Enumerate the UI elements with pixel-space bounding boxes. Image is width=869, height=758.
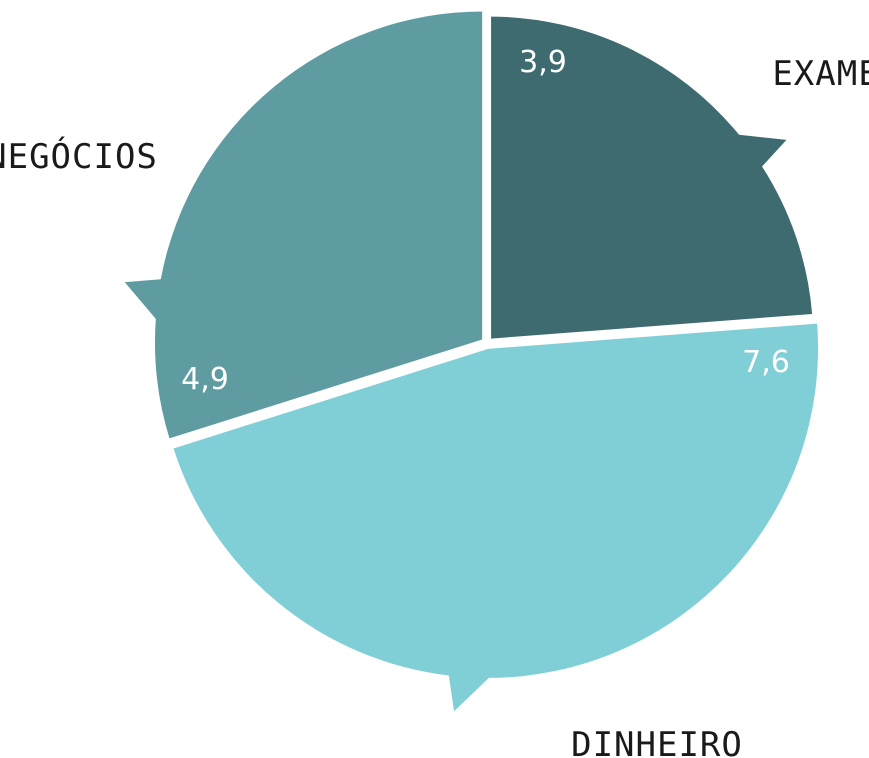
pie-slice-negocios [124,11,483,439]
pie-slices [124,11,819,712]
value-label-dinheiro: 7,6 [742,345,790,380]
category-labels: EXAME DINHEIRO NEGÓCIOS [0,54,869,758]
category-label-negocios: NEGÓCIOS [0,136,158,177]
pie-slice-exame [491,16,813,339]
value-labels: 3,9 7,6 4,9 [181,45,790,397]
category-label-exame: EXAME [772,54,869,94]
category-label-dinheiro: DINHEIRO [571,725,743,758]
value-label-negocios: 4,9 [181,362,229,397]
value-label-exame: 3,9 [519,45,567,80]
pie-slice-dinheiro [173,323,819,712]
